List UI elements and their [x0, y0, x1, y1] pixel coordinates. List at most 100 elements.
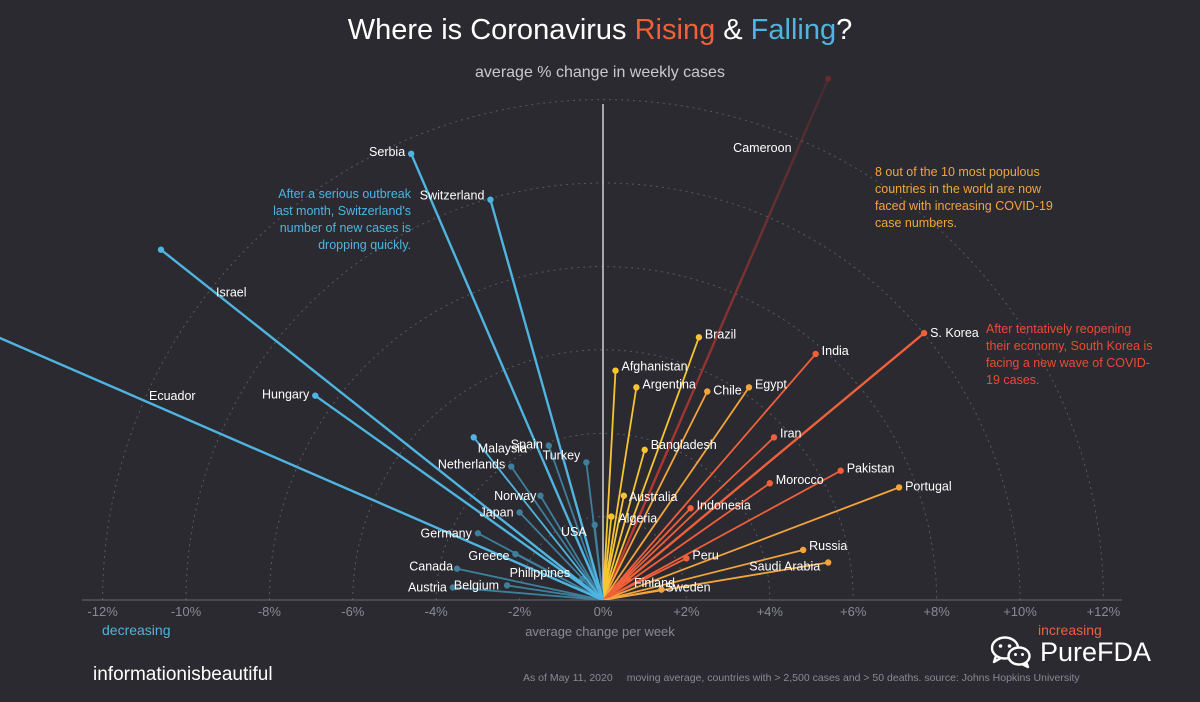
watermark: PureFDA	[990, 635, 1151, 669]
stem-austria	[451, 586, 604, 600]
dot-finland	[624, 575, 632, 583]
country-label: Australia	[629, 490, 678, 504]
dot-brazil	[695, 334, 703, 341]
annotation-korea: After tentatively reopening their econom…	[986, 322, 1153, 387]
country-label: Finland	[634, 576, 675, 590]
footer-source: moving average, countries with > 2,500 c…	[626, 672, 1080, 684]
dot-bangladesh	[641, 446, 648, 454]
stem-australia	[602, 494, 625, 600]
x-tick-label: -2%	[508, 604, 532, 619]
stem-spain	[547, 444, 604, 600]
country-label: Spain	[511, 438, 543, 452]
stem-chile	[602, 390, 709, 600]
country-label: Netherlands	[438, 458, 505, 472]
stem-netherlands	[510, 465, 604, 600]
stem-s-korea	[601, 331, 926, 600]
stem-russia	[602, 549, 805, 600]
x-tick-label: +2%	[673, 604, 700, 619]
stem-egypt	[602, 386, 750, 600]
stem-malaysia	[472, 436, 604, 600]
stem-indonesia	[602, 507, 692, 600]
dot-iran	[770, 434, 778, 441]
watermark-text: PureFDA	[1040, 636, 1152, 667]
annotation-switzerland: After a serious outbreak last month, Swi…	[273, 187, 411, 252]
x-tick-label: -10%	[171, 604, 202, 619]
country-label: Portugal	[905, 479, 952, 493]
country-label: Argentina	[642, 377, 696, 391]
x-tick-label: -8%	[258, 604, 282, 619]
dot-serbia	[407, 150, 415, 158]
dot-norway	[537, 492, 544, 499]
stem-algeria	[602, 515, 613, 600]
stem-hungary	[314, 394, 605, 600]
dot-sweden	[658, 586, 665, 593]
country-label: Canada	[409, 560, 453, 574]
stem-peru	[602, 557, 688, 600]
footer-date: As of May 11, 2020	[523, 672, 613, 684]
country-label: India	[822, 344, 849, 358]
stem-serbia	[409, 152, 605, 600]
stem-brazil	[602, 336, 700, 600]
stem-norway	[539, 494, 604, 600]
country-label: Belgium	[454, 578, 499, 592]
dot-egypt	[745, 384, 753, 391]
country-label: Greece	[468, 549, 509, 563]
dot-morocco	[766, 480, 773, 487]
brand-logo: informationisbeautiful	[93, 664, 273, 685]
stem-finland	[602, 578, 629, 600]
dot-australia	[620, 492, 628, 499]
dot-cameroon	[825, 75, 832, 82]
country-label: Morocco	[776, 473, 824, 487]
stem-india	[602, 353, 817, 600]
x-tick-label: 0%	[594, 604, 613, 619]
dot-afghanistan	[612, 367, 619, 374]
stem-argentina	[602, 386, 638, 600]
country-label: Indonesia	[697, 498, 751, 512]
x-tick-labels: -12% -10% -8% -6% -4% -2% 0% +2% +4% +6% +8% +10% +1…	[87, 604, 1120, 619]
country-label: Pakistan	[847, 462, 895, 476]
country-label: S. Korea	[930, 326, 979, 340]
dot-malaysia	[470, 434, 477, 441]
dot-pakistan	[837, 467, 844, 474]
country-label: Serbia	[369, 145, 405, 159]
dot-saudi-arabia	[824, 559, 832, 566]
footer-note: As of May 11, 2020 moving average, countr…	[523, 672, 1080, 684]
country-label: Israel	[216, 286, 247, 300]
x-tick-label: -4%	[425, 604, 449, 619]
country-label: Cameroon	[733, 141, 791, 155]
dot-canada	[453, 565, 461, 572]
dot-algeria	[608, 513, 615, 520]
dot-japan	[516, 509, 523, 516]
country-label: Peru	[692, 548, 718, 562]
dot-netherlands	[508, 463, 515, 470]
stem-sweden	[602, 588, 663, 600]
stem-bangladesh	[602, 448, 646, 600]
annotation-populous: 8 out of the 10 most populous countries …	[875, 165, 1053, 230]
stem-iran	[602, 436, 775, 600]
stem-israel	[159, 248, 605, 600]
wechat-icon	[990, 636, 1031, 669]
dot-chile	[704, 388, 711, 395]
x-tick-label: +8%	[923, 604, 950, 619]
country-label: Egypt	[755, 377, 787, 391]
country-label: Bangladesh	[651, 438, 717, 452]
dot-hungary	[312, 392, 319, 399]
dot-turkey	[583, 459, 590, 466]
chart-title: Where is Coronavirus Rising & Falling?	[347, 14, 853, 46]
decreasing-label: decreasing	[102, 622, 171, 638]
dot-germany	[474, 530, 482, 537]
stem-afghanistan	[602, 369, 617, 600]
country-label: Switzerland	[420, 189, 485, 203]
country-label: Afghanistan	[622, 360, 688, 374]
dot-s-korea	[920, 329, 928, 337]
country-label: Austria	[408, 580, 447, 594]
stem-japan	[518, 511, 604, 600]
country-label: Hungary	[262, 388, 310, 402]
country-label: Saudi Arabia	[749, 559, 820, 573]
country-label: Germany	[420, 526, 472, 540]
x-tick-label: +12%	[1087, 604, 1121, 619]
country-label: Turkey	[543, 448, 581, 462]
dot-russia	[799, 546, 807, 554]
